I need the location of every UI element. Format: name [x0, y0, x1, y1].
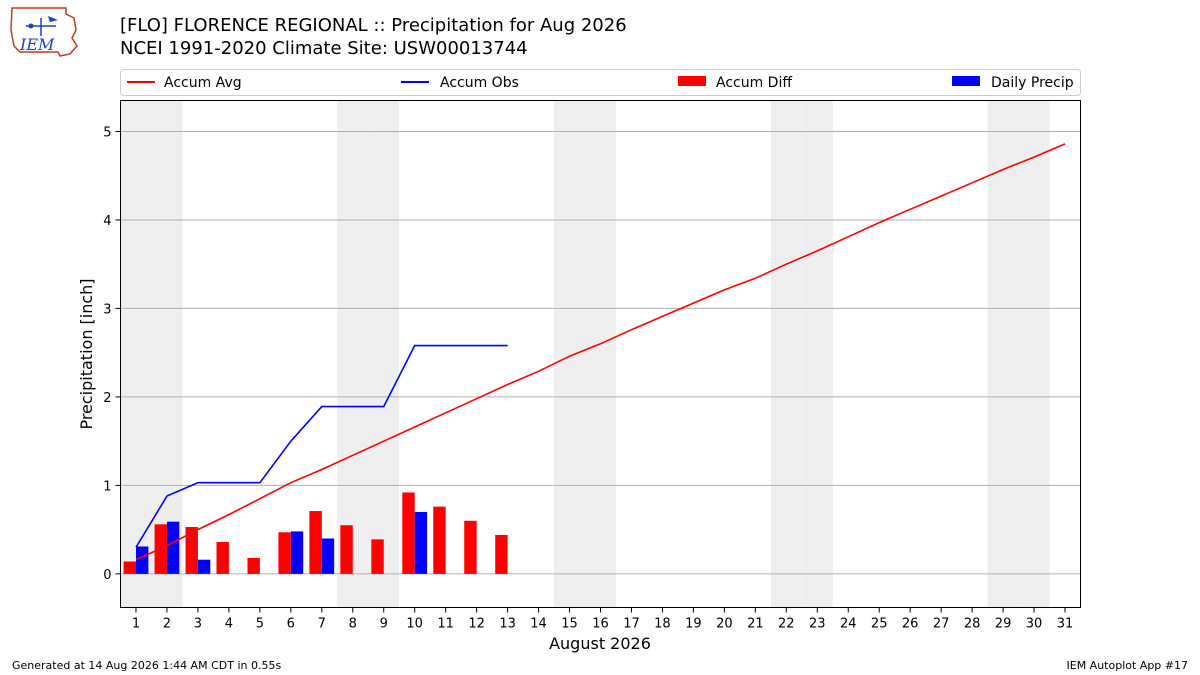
- y-tick-label-2: 2: [103, 391, 111, 406]
- x-tick-label-8: 8: [349, 617, 357, 632]
- daily-precip-bar-day-7: [321, 538, 335, 574]
- y-tick-label-5: 5: [103, 125, 111, 140]
- weekend-shade-day-30: [1018, 100, 1050, 608]
- x-axis-label: August 2026: [549, 634, 651, 653]
- weekend-shade-day-9: [368, 100, 400, 608]
- chart-title: [FLO] FLORENCE REGIONAL :: Precipitation…: [120, 15, 627, 36]
- footer-app: IEM Autoplot App #17: [1067, 659, 1189, 672]
- x-tick-label-3: 3: [194, 617, 202, 632]
- x-tick-label-5: 5: [256, 617, 264, 632]
- chart-subtitle: NCEI 1991-2020 Climate Site: USW00013744: [120, 38, 528, 59]
- x-tick-label-31: 31: [1057, 617, 1074, 632]
- accum-diff-bar-day-3: [185, 526, 198, 574]
- y-tick-label-4: 4: [103, 214, 111, 229]
- daily-precip-bar-day-10: [414, 511, 428, 574]
- x-tick-label-26: 26: [902, 617, 919, 632]
- x-tick-label-16: 16: [592, 617, 609, 632]
- x-tick-label-28: 28: [964, 617, 981, 632]
- daily-precip-bar-day-6: [290, 531, 304, 574]
- legend: Accum Avg Accum Obs Accum Diff Daily Pre…: [120, 69, 1081, 96]
- x-tick-label-27: 27: [933, 617, 950, 632]
- y-tick-label-3: 3: [103, 302, 111, 317]
- x-tick-label-30: 30: [1026, 617, 1043, 632]
- weekend-shade-day-22: [770, 100, 802, 608]
- legend-label-daily-precip: Daily Precip: [991, 75, 1074, 91]
- x-tick-label-21: 21: [747, 617, 764, 632]
- x-tick-label-1: 1: [132, 617, 140, 632]
- weekend-shade-day-23: [801, 100, 833, 608]
- x-tick-label-10: 10: [406, 617, 423, 632]
- legend-label-accum-diff: Accum Diff: [716, 75, 792, 91]
- x-tick-label-29: 29: [995, 617, 1012, 632]
- weekend-shade-day-16: [585, 100, 616, 608]
- daily-precip-bar-day-2: [166, 521, 180, 574]
- x-tick-label-4: 4: [225, 617, 233, 632]
- x-tick-label-14: 14: [530, 617, 547, 632]
- x-tick-label-17: 17: [623, 617, 640, 632]
- weekend-shading: [120, 100, 1050, 608]
- x-tick-label-24: 24: [840, 617, 857, 632]
- logo-text: IEM: [19, 35, 55, 54]
- accum-diff-bar-day-5: [247, 557, 260, 574]
- bar-series: [123, 492, 508, 574]
- iem-logo: IEM: [10, 7, 78, 57]
- weekend-shade-day-8: [337, 100, 369, 608]
- legend-label-accum-avg: Accum Avg: [164, 75, 242, 91]
- legend-swatch-daily-precip: [952, 76, 980, 86]
- accum-diff-bar-day-6: [278, 532, 291, 574]
- accum-avg-line: [135, 143, 1066, 561]
- x-tick-label-15: 15: [561, 617, 578, 632]
- y-tick-label-1: 1: [103, 479, 111, 494]
- line-series: [135, 143, 1066, 561]
- x-tick-label-6: 6: [287, 617, 295, 632]
- x-tick-label-18: 18: [654, 617, 671, 632]
- accum-diff-bar-day-7: [309, 511, 322, 574]
- y-tick-label-0: 0: [103, 568, 111, 583]
- weekend-shade-day-1: [120, 100, 152, 608]
- accum-diff-bar-day-1: [123, 561, 136, 574]
- daily-precip-bar-day-1: [135, 546, 149, 574]
- x-tick-label-7: 7: [318, 617, 326, 632]
- accum-diff-bar-day-4: [216, 542, 229, 574]
- weekend-shade-day-15: [554, 100, 586, 608]
- x-axis-ticks: 1 2 3 4 5 6 7 8 9 10 11 12 13 14 15 16 17 18 19 20 21 22 23 24 2…: [132, 607, 1074, 632]
- footer-generated: Generated at 14 Aug 2026 1:44 AM CDT in …: [12, 659, 281, 672]
- y-axis-label: Precipitation [inch]: [77, 278, 96, 429]
- x-tick-label-22: 22: [778, 617, 795, 632]
- x-tick-label-11: 11: [437, 617, 454, 632]
- x-tick-label-19: 19: [685, 617, 702, 632]
- x-tick-label-2: 2: [163, 617, 171, 632]
- accum-diff-bar-day-11: [433, 506, 446, 574]
- accum-obs-line: [135, 344, 508, 548]
- accum-diff-bar-day-9: [371, 539, 384, 574]
- weekend-shade-day-29: [987, 100, 1019, 608]
- legend-swatch-accum-diff: [678, 76, 706, 86]
- y-axis-ticks: 0 1 2 3 4 5: [103, 125, 121, 583]
- x-tick-label-23: 23: [809, 617, 826, 632]
- accum-diff-bar-day-12: [464, 520, 477, 574]
- legend-frame: [120, 69, 1081, 96]
- x-tick-label-20: 20: [716, 617, 733, 632]
- x-tick-label-13: 13: [499, 617, 516, 632]
- x-tick-label-12: 12: [468, 617, 485, 632]
- accum-diff-bar-day-10: [402, 492, 415, 574]
- x-tick-label-9: 9: [380, 617, 388, 632]
- legend-label-accum-obs: Accum Obs: [440, 75, 519, 91]
- daily-precip-bar-day-3: [197, 559, 211, 574]
- accum-diff-bar-day-13: [495, 534, 508, 574]
- accum-diff-bar-day-8: [340, 525, 353, 574]
- x-tick-label-25: 25: [871, 617, 888, 632]
